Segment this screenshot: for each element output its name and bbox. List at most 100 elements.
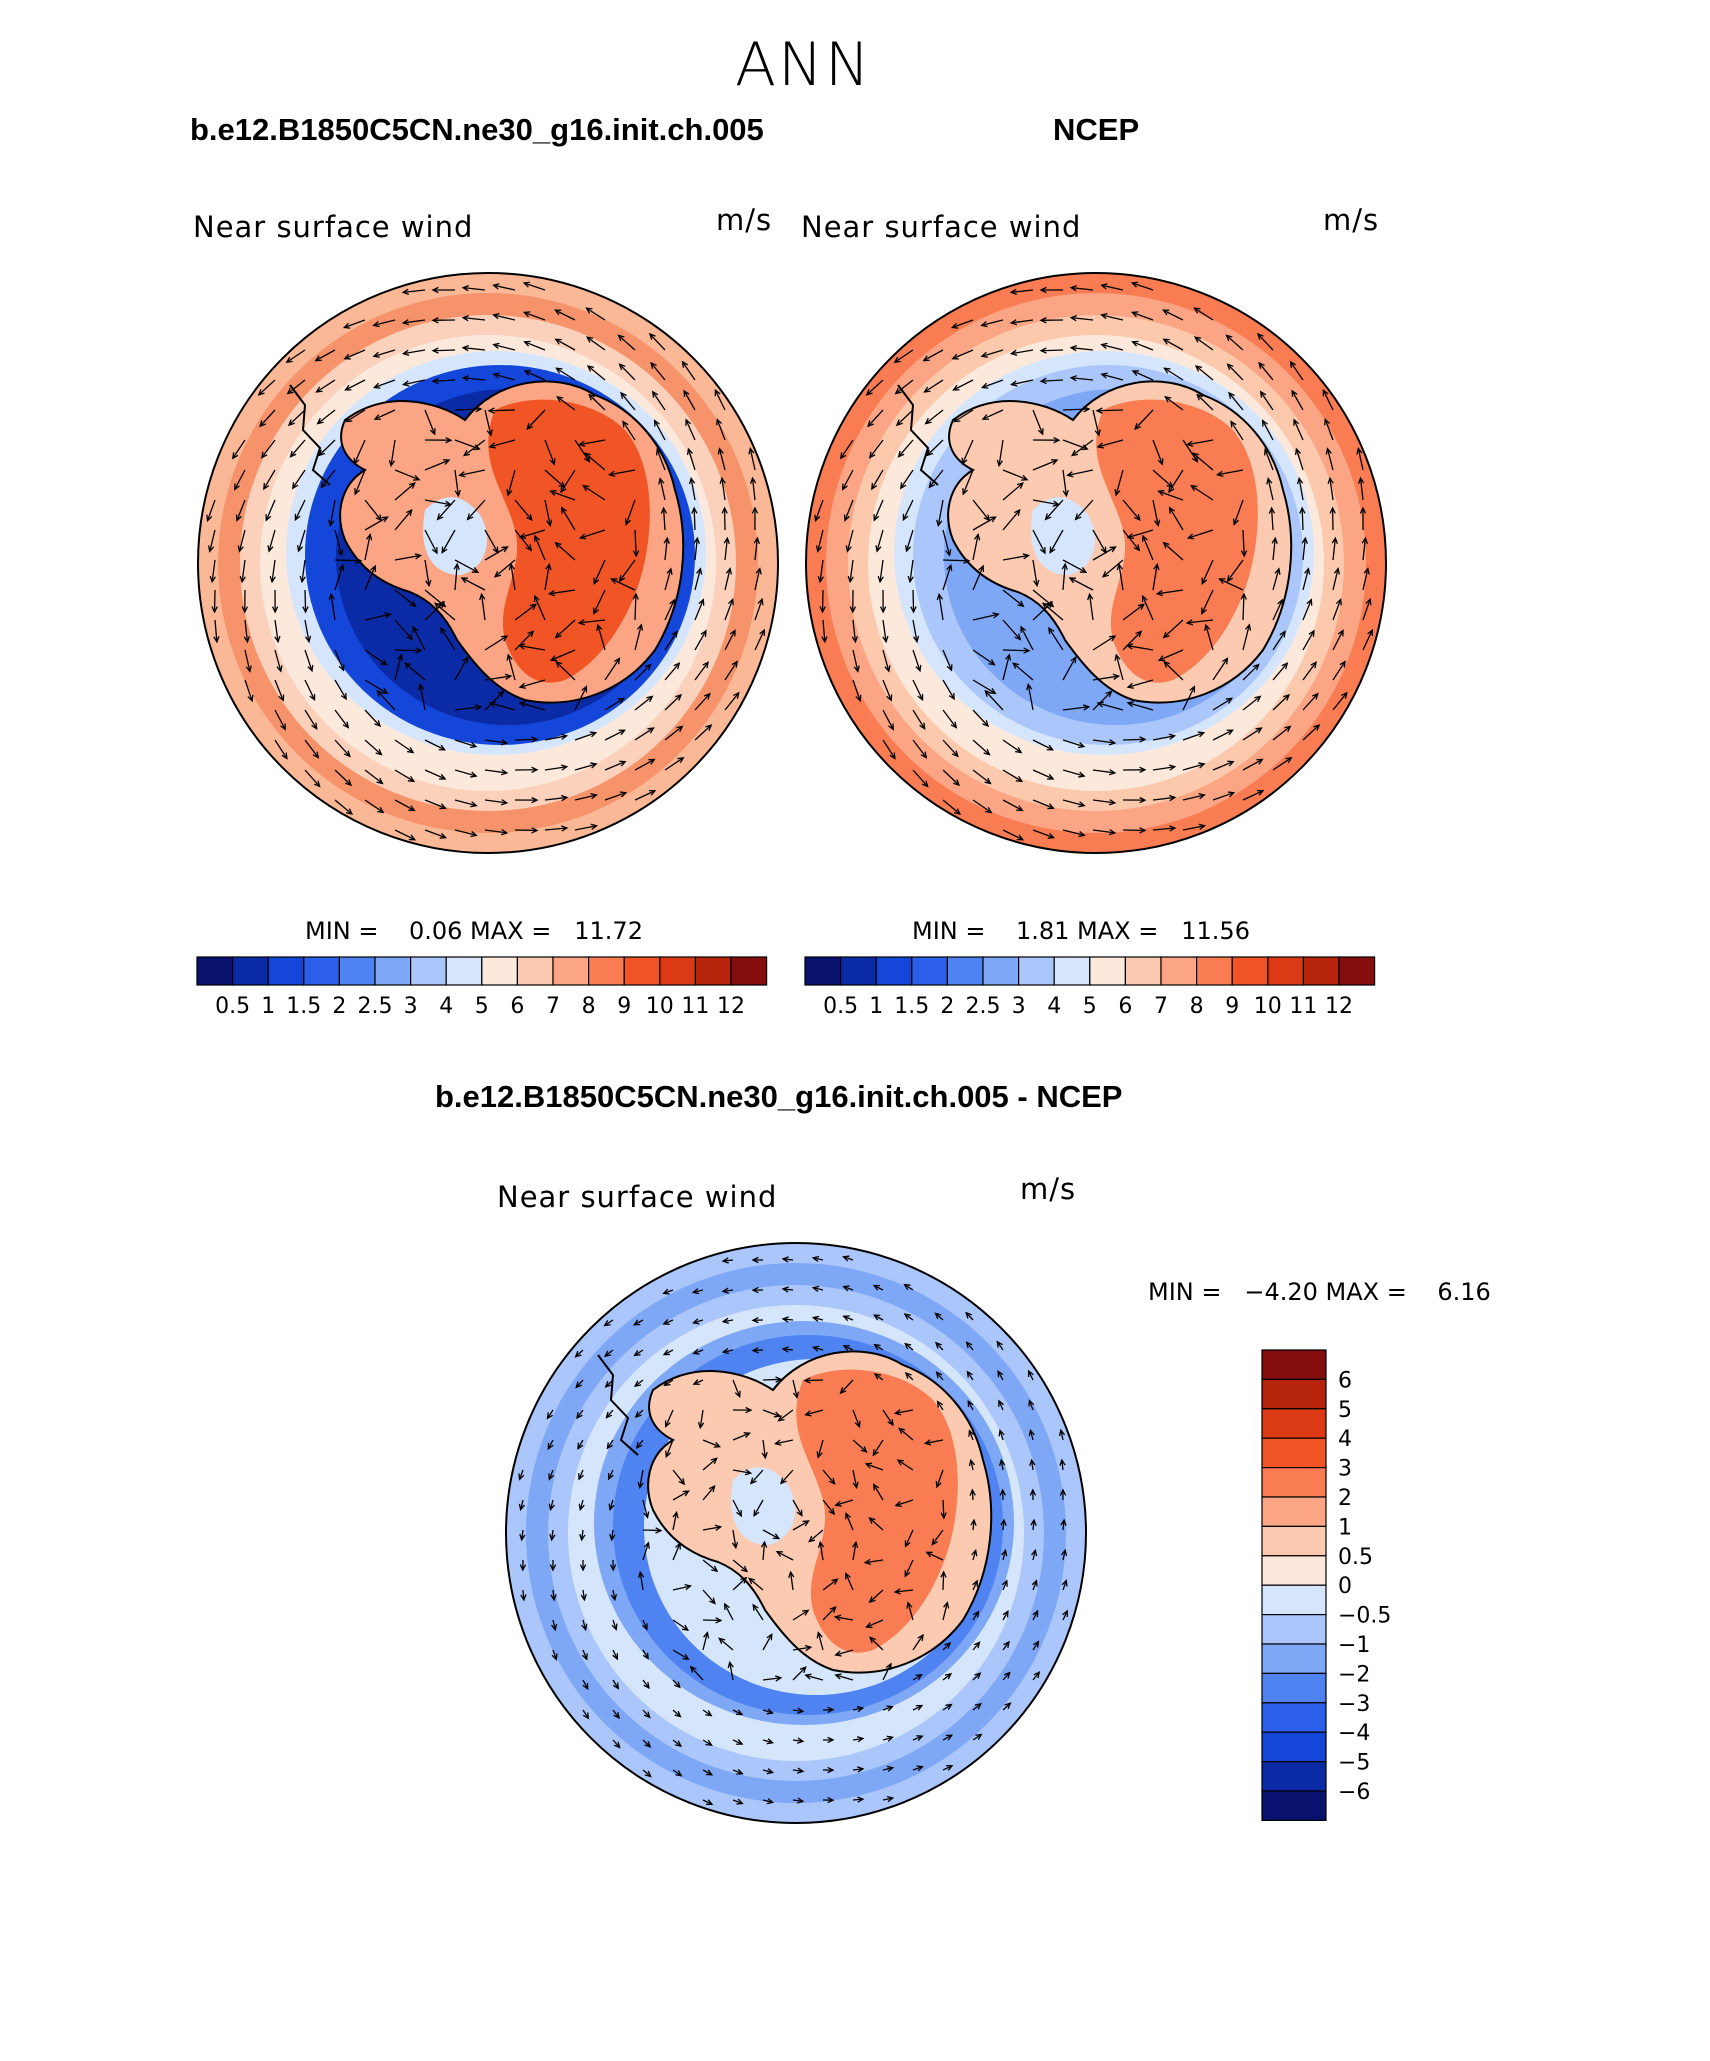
panel1-colorbar-swatch [374, 956, 412, 986]
panel3-colorbar-swatch [1261, 1437, 1327, 1469]
panel3-colorbar-swatch [1261, 1702, 1327, 1733]
panel1-colorbar-tick-label: 9 [617, 994, 631, 1019]
panel1-colorbar-tick-label: 1 [261, 994, 275, 1019]
panel1-colorbar-swatch [410, 956, 447, 986]
panel3-units: m/s [1020, 1172, 1077, 1206]
panel1-colorbar-swatch [694, 956, 732, 986]
panel2-colorbar-tick-label: 4 [1047, 994, 1061, 1019]
panel3-colorbar-swatch [1261, 1525, 1327, 1557]
panel3-field-label: Near surface wind [497, 1180, 778, 1214]
panel1-map [197, 272, 779, 854]
panel2-colorbar: 0.5 1 1.5 2 2.5 3 4 5 6 7 8 9 10 11 12 [804, 956, 1376, 1019]
panel3-colorbar-tick-label: 2 [1338, 1486, 1352, 1511]
panel1-minmax: MIN = 0.06 MAX = 11.72 [305, 917, 643, 945]
panel2-colorbar-tick-label: 6 [1118, 994, 1132, 1019]
panel2-map [805, 272, 1387, 854]
panel2-colorbar-tick-label: 1 [869, 994, 883, 1019]
panel2-colorbar-tick-label: 1.5 [894, 994, 929, 1019]
panel2-colorbar-tick-label: 2.5 [966, 994, 1001, 1019]
panel3-colorbar-tick-label: 1 [1338, 1515, 1352, 1540]
panel1-case-title: b.e12.B1850C5CN.ne30_g16.init.ch.005 [190, 112, 764, 147]
panel2-colorbar-swatch [1089, 956, 1126, 986]
panel2-colorbar-tick-label: 7 [1154, 994, 1168, 1019]
panel2-colorbar-swatch [1267, 956, 1304, 986]
panel1-colorbar-tick-label: 4 [439, 994, 453, 1019]
panel2-colorbar-tick-label: 9 [1225, 994, 1239, 1019]
panel3-colorbar-swatch [1261, 1555, 1327, 1586]
panel3-colorbar-swatch [1261, 1761, 1327, 1792]
panel2-colorbar-swatch [804, 956, 842, 986]
panel2-units: m/s [1323, 203, 1380, 237]
panel2-colorbar-tick-label: 10 [1254, 994, 1282, 1019]
panel2-case-title: NCEP [1053, 112, 1140, 147]
panel3-colorbar-swatch [1261, 1790, 1327, 1821]
panel1-colorbar-tick-label: 6 [510, 994, 524, 1019]
panel3-colorbar-swatch [1261, 1672, 1327, 1704]
panel3-colorbar-tick-label: 0 [1338, 1574, 1352, 1599]
panel1-colorbar-swatch [552, 956, 590, 986]
page-title: ANN [735, 30, 872, 100]
panel2-colorbar-swatch [1124, 956, 1162, 986]
panel3-colorbar-swatch [1261, 1378, 1327, 1410]
panel1-colorbar-swatch [196, 956, 234, 986]
panel1-field-label: Near surface wind [193, 210, 474, 244]
panel2-colorbar-swatch [1302, 956, 1340, 986]
panel3-colorbar-tick-label: −3 [1338, 1692, 1370, 1717]
panel1-colorbar-tick-label: 5 [475, 994, 489, 1019]
panel3-colorbar-swatch [1261, 1731, 1327, 1763]
panel1-colorbar-tick-label: 2 [332, 994, 346, 1019]
panel2-colorbar-swatch [911, 956, 949, 986]
panel3-colorbar: 6 5 4 3 2 1 0.5 0 −0.5 −1 −2 −3 −4 −5 −6 [1261, 1349, 1391, 1821]
panel3-colorbar-swatch [1261, 1408, 1327, 1439]
panel2-colorbar-swatch [1338, 956, 1376, 986]
panel1-colorbar-swatch [516, 956, 554, 986]
panel1-colorbar-swatch [730, 956, 768, 986]
panel1-map-border [197, 272, 779, 854]
panel3-colorbar-tick-label: −2 [1338, 1662, 1370, 1687]
panel3-map-border [505, 1242, 1087, 1824]
panel3-colorbar-tick-label: 0.5 [1338, 1545, 1373, 1570]
panel2-field-label: Near surface wind [801, 210, 1082, 244]
panel3-colorbar-tick-label: −4 [1338, 1721, 1370, 1746]
panel2-colorbar-tick-label: 2 [940, 994, 954, 1019]
panel2-colorbar-swatch [1196, 956, 1233, 986]
panel2-colorbar-swatch [982, 956, 1020, 986]
panel1-colorbar-tick-label: 0.5 [215, 994, 250, 1019]
panel1-units: m/s [716, 203, 773, 237]
panel3-case-title: b.e12.B1850C5CN.ne30_g16.init.ch.005 - N… [435, 1079, 1123, 1114]
panel3-colorbar-swatch [1261, 1349, 1327, 1380]
panel1-colorbar-tick-label: 1.5 [286, 994, 321, 1019]
panel2-colorbar-swatch [1160, 956, 1198, 986]
panel1-colorbar-swatch [445, 956, 483, 986]
panel3-map [505, 1242, 1087, 1824]
panel2-colorbar-tick-label: 8 [1190, 994, 1204, 1019]
panel3-colorbar-tick-label: −0.5 [1338, 1604, 1391, 1629]
panel2-colorbar-swatch [946, 956, 984, 986]
panel3-colorbar-swatch [1261, 1496, 1327, 1527]
panel3-colorbar-swatch [1261, 1466, 1327, 1498]
panel1-colorbar-tick-label: 2.5 [358, 994, 393, 1019]
panel1-colorbar-tick-label: 10 [646, 994, 674, 1019]
panel2-colorbar-tick-label: 0.5 [823, 994, 858, 1019]
panel1-colorbar-swatch [588, 956, 625, 986]
panel3-colorbar-tick-label: 4 [1338, 1427, 1352, 1452]
panel1-colorbar-tick-label: 8 [582, 994, 596, 1019]
panel1-colorbar-tick-label: 11 [681, 994, 709, 1019]
panel2-minmax: MIN = 1.81 MAX = 11.56 [912, 917, 1250, 945]
panel3-minmax: MIN = −4.20 MAX = 6.16 [1148, 1278, 1491, 1306]
panel2-map-border [805, 272, 1387, 854]
panel3-colorbar-tick-label: 3 [1338, 1457, 1352, 1482]
panel2-colorbar-tick-label: 5 [1083, 994, 1097, 1019]
panel3-colorbar-tick-label: 5 [1338, 1398, 1352, 1423]
panel1-colorbar-swatch [623, 956, 661, 986]
panel2-colorbar-tick-label: 11 [1289, 994, 1317, 1019]
panel1-colorbar-swatch [303, 956, 341, 986]
panel3-colorbar-swatch [1261, 1643, 1327, 1674]
panel1-colorbar-swatch [267, 956, 305, 986]
panel1-colorbar-tick-label: 12 [717, 994, 745, 1019]
panel1-colorbar-tick-label: 3 [404, 994, 418, 1019]
panel1-colorbar-swatch [231, 956, 269, 986]
panel2-colorbar-swatch [875, 956, 913, 986]
panel3-colorbar-swatch [1261, 1614, 1327, 1645]
panel3-colorbar-tick-label: −1 [1338, 1633, 1370, 1658]
